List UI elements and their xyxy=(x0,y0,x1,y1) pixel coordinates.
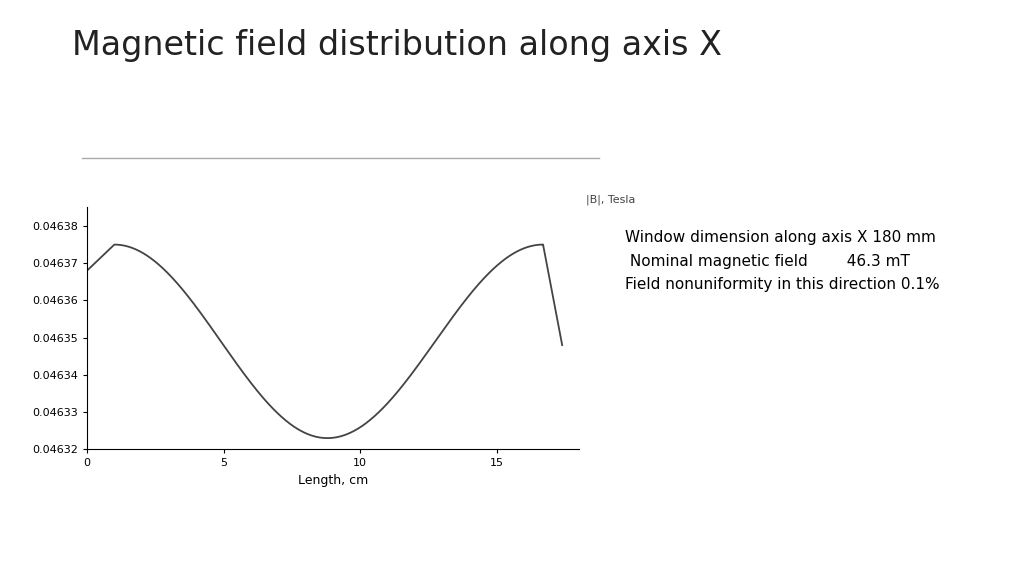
Text: Window dimension along axis X 180 mm
 Nominal magnetic field        46.3 mT
Fiel: Window dimension along axis X 180 mm Nom… xyxy=(625,230,939,292)
Text: Magnetic field distribution along axis X: Magnetic field distribution along axis X xyxy=(72,29,722,62)
Text: |B|, Tesla: |B|, Tesla xyxy=(586,194,635,204)
X-axis label: Length, cm: Length, cm xyxy=(298,474,368,487)
